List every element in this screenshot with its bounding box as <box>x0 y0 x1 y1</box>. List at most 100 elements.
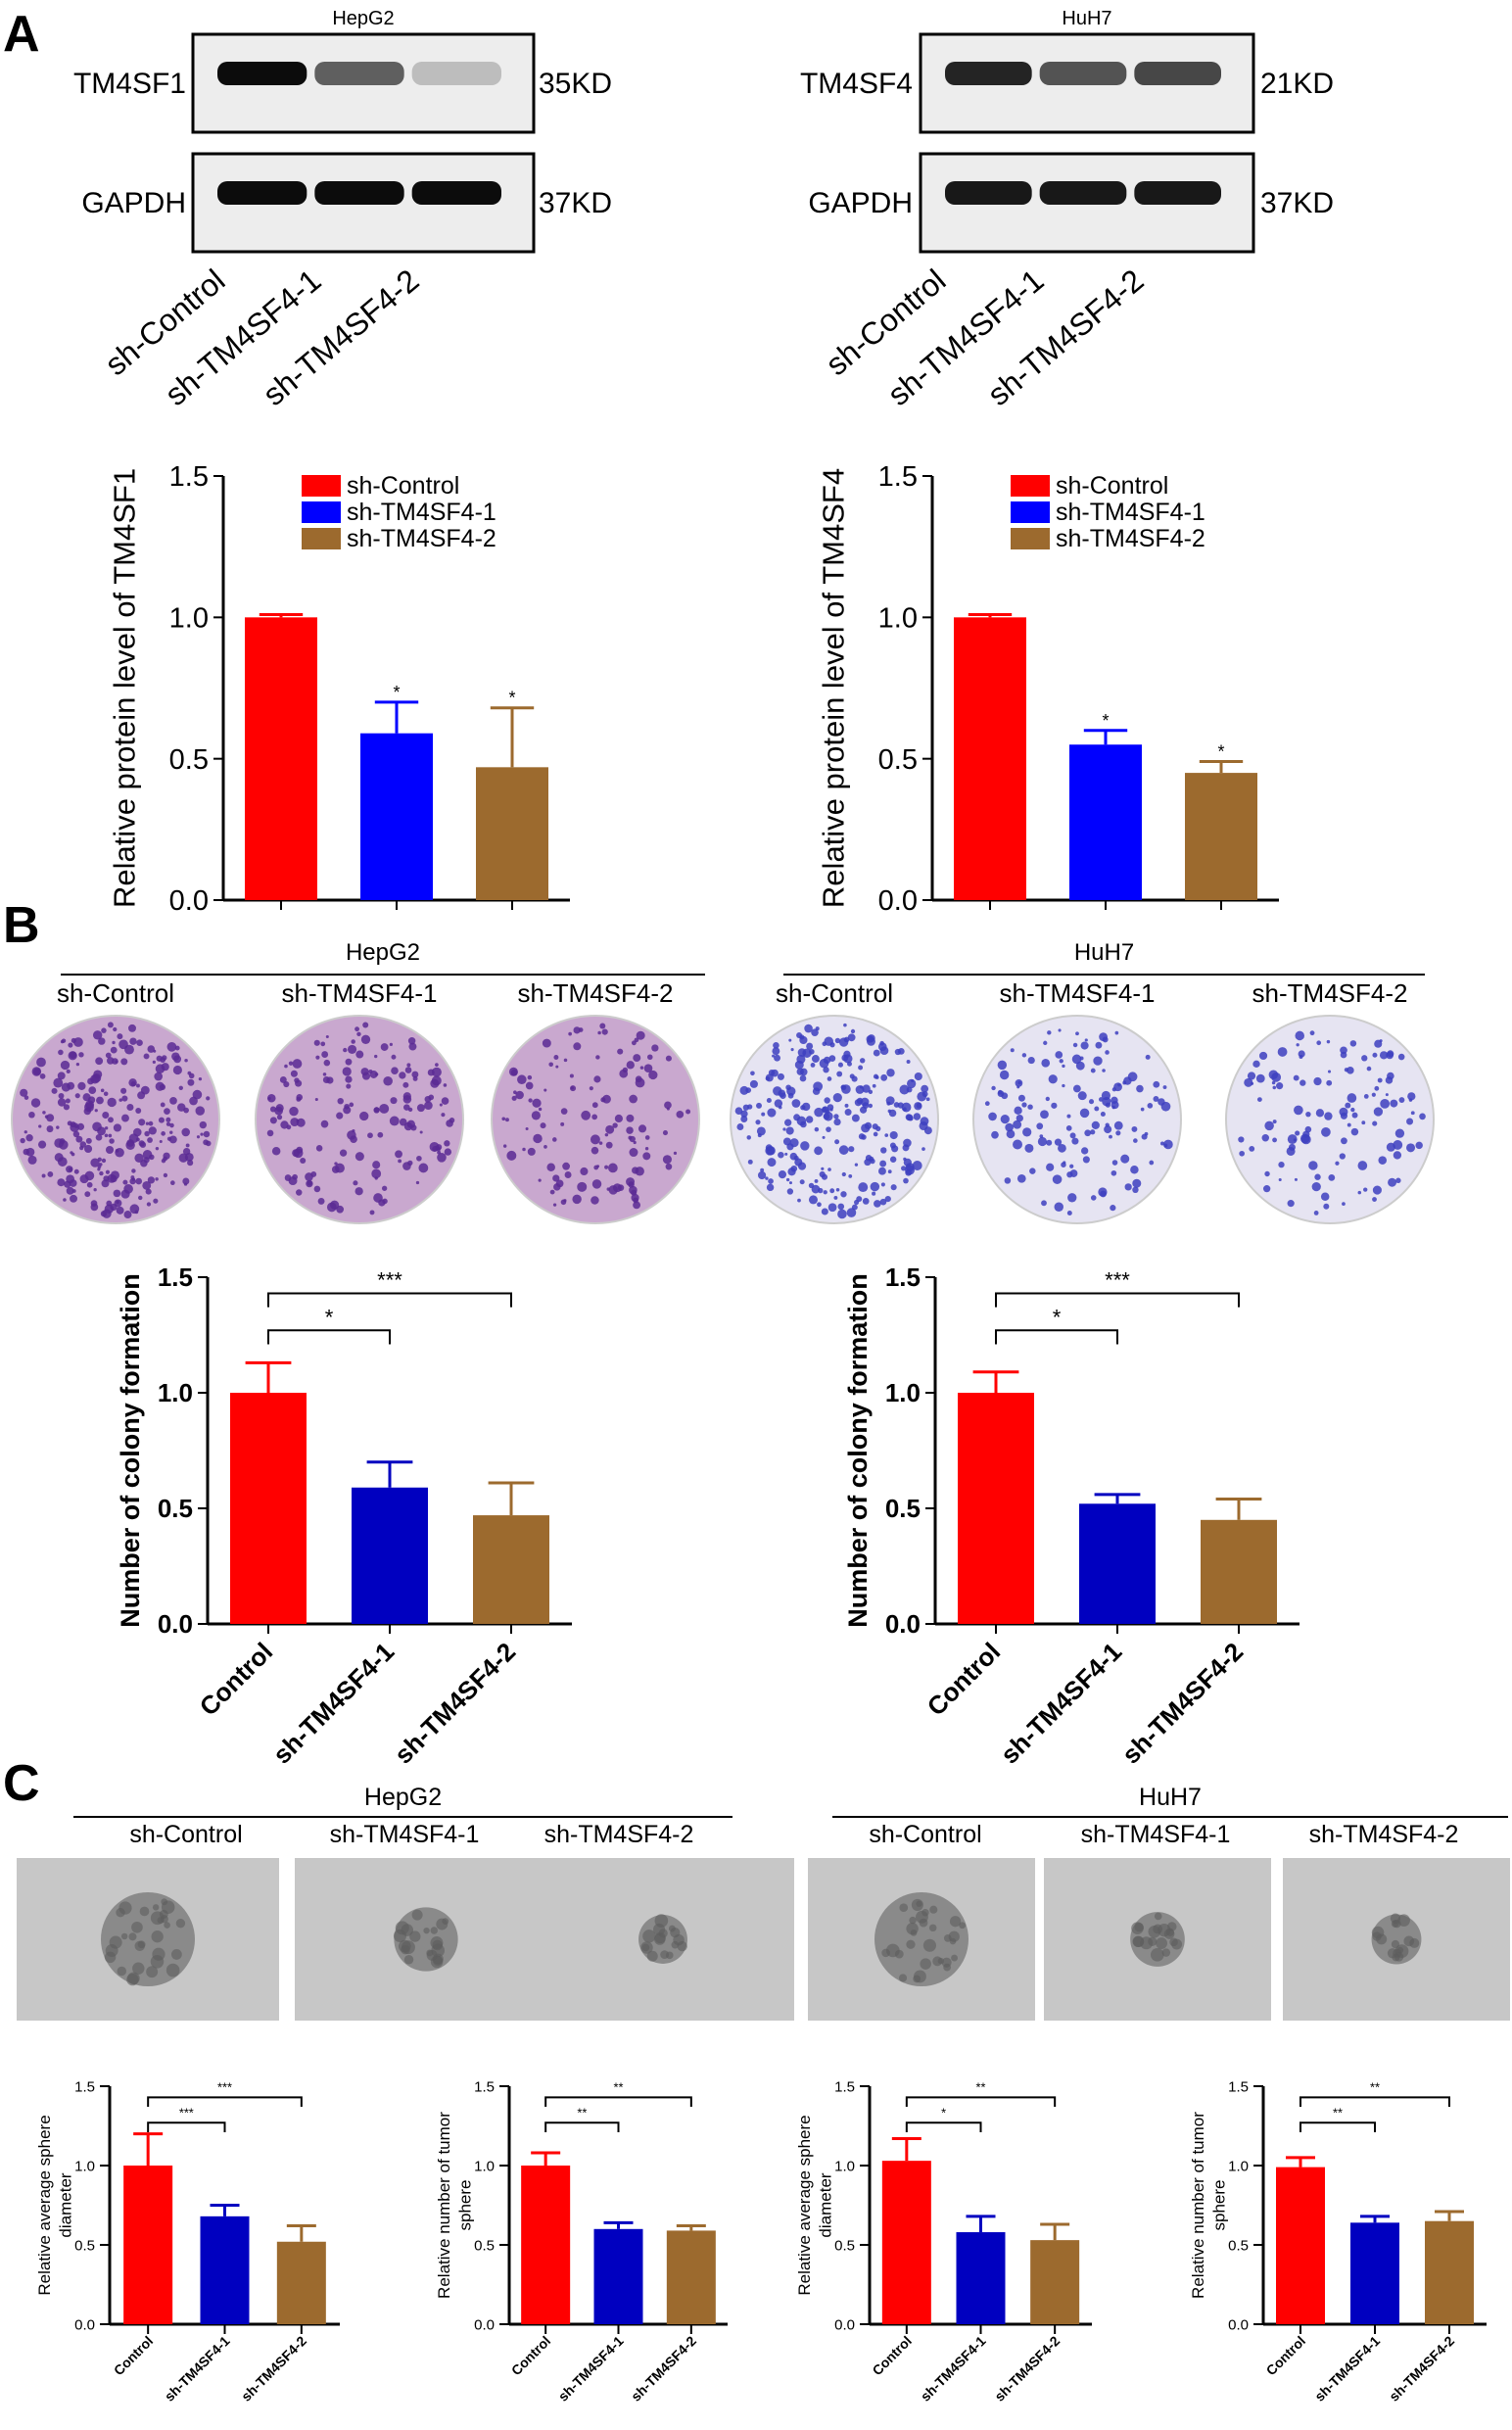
colony-spot <box>178 1153 188 1163</box>
colony-spot <box>840 1084 847 1091</box>
colony-spot <box>740 1115 748 1122</box>
colony-spot <box>511 1095 517 1101</box>
colony-spot <box>841 1171 846 1177</box>
colony-spot <box>819 1170 826 1178</box>
colony-spot <box>1132 1186 1139 1194</box>
colony-spot <box>921 1084 929 1093</box>
colony-spot <box>1406 1143 1416 1153</box>
colony-spot <box>1272 1120 1277 1124</box>
colony-spot <box>1022 1127 1032 1137</box>
colony-spot <box>837 1062 844 1068</box>
sphere-cell <box>922 1938 936 1952</box>
colony-spot <box>335 1163 345 1173</box>
colony-spot <box>794 1060 804 1070</box>
colony-spot <box>1347 1067 1354 1074</box>
colony-spot <box>183 1107 189 1114</box>
colony-spot <box>1047 1030 1052 1035</box>
colony-spot <box>860 1097 870 1107</box>
colony-spot <box>147 1137 153 1143</box>
x-tick-label: sh-TM4SF4-2 <box>389 1637 522 1770</box>
colony-spot <box>740 1110 748 1118</box>
colony-spot <box>1261 1134 1269 1142</box>
sphere-cell <box>164 1922 170 1929</box>
colony-spot <box>606 1187 610 1191</box>
colony-spot <box>851 1075 858 1082</box>
legend-label: sh-TM4SF4-1 <box>347 499 496 526</box>
colony-spot <box>342 1067 352 1076</box>
colony-spot <box>1090 1195 1097 1201</box>
colony-spot <box>573 1026 581 1034</box>
colony-spot <box>1287 1134 1298 1145</box>
colony-spot <box>1305 1111 1311 1118</box>
blot-band <box>1134 181 1221 205</box>
colony-spot <box>796 1116 807 1126</box>
colony-spot <box>1244 1077 1253 1087</box>
x-tick-label: sh-TM4SF4-2 <box>238 2333 309 2405</box>
colony-spot <box>862 1198 870 1205</box>
colony-spot <box>1132 1178 1142 1188</box>
colony-spot <box>879 1198 887 1206</box>
colony-spot <box>1021 1102 1027 1108</box>
x-tick-label: sh-TM4SF4-1 <box>918 2333 989 2405</box>
colony-spot <box>337 1097 344 1105</box>
colony-spot <box>651 1044 659 1052</box>
colony-spot <box>436 1144 443 1151</box>
colony-spot <box>626 1114 635 1122</box>
colony-spot <box>292 1059 303 1069</box>
colony-spot <box>71 1152 75 1157</box>
colony-spot <box>353 1180 358 1186</box>
colony-spot <box>1090 1068 1096 1073</box>
colony-spot <box>439 1103 443 1107</box>
colony-spot <box>349 1102 354 1108</box>
colony-spot <box>862 1084 871 1093</box>
colony-spot <box>790 1165 798 1172</box>
y-tick-label: 1.5 <box>74 2078 95 2095</box>
colony-spot <box>1339 1107 1348 1117</box>
colony-spot <box>74 1093 80 1099</box>
colony-spot <box>123 1184 133 1194</box>
colony-spot <box>858 1182 869 1193</box>
colony-spot <box>626 1061 635 1070</box>
colony-spot <box>1017 1094 1025 1102</box>
colony-spot <box>107 1097 117 1108</box>
colony-spot <box>25 1134 33 1142</box>
sphere-cell <box>128 1932 137 1941</box>
colony-spot <box>591 1179 602 1189</box>
colony-spot <box>84 1144 93 1154</box>
colony-spot <box>884 1195 891 1203</box>
colony-spot <box>860 1058 866 1064</box>
colony-spot <box>1295 1030 1304 1041</box>
colony-spot <box>1102 1069 1106 1072</box>
x-tick-label: Control <box>111 2333 157 2379</box>
colony-spot <box>165 1121 171 1126</box>
sphere-cell <box>652 1923 666 1936</box>
colony-spot <box>1140 1107 1145 1112</box>
colony-spot <box>873 1049 880 1057</box>
colony-spot <box>68 1167 73 1172</box>
y-tick-label: 1.0 <box>1228 2158 1249 2174</box>
sphere-cell <box>403 1955 414 1965</box>
colony-spot <box>916 1102 922 1109</box>
colony-spot <box>206 1096 211 1101</box>
colony-spot <box>103 1091 109 1097</box>
colony-spot <box>113 1189 121 1198</box>
sphere-cell-label: HepG2 <box>364 1784 442 1811</box>
colony-spot <box>294 1077 300 1083</box>
colony-spot <box>1339 1153 1346 1160</box>
colony-spot <box>164 1108 170 1115</box>
sphere-cell <box>916 1900 922 1907</box>
colony-spot <box>902 1144 910 1152</box>
sphere-cell <box>139 1906 150 1917</box>
colony-spot <box>406 1063 411 1068</box>
colony-spot <box>110 1046 118 1054</box>
colony-spot <box>314 1097 318 1102</box>
colony-spot <box>838 1145 849 1155</box>
colony-spot <box>813 1081 824 1092</box>
sphere-cell <box>1390 1913 1401 1924</box>
colony-spot <box>1295 1130 1300 1136</box>
colony-spot <box>826 1126 831 1132</box>
colony-spot <box>41 1173 46 1178</box>
y-tick-label: 0.0 <box>169 885 209 917</box>
comparison-label: * <box>1053 1305 1062 1329</box>
colony-spot <box>833 1118 841 1126</box>
